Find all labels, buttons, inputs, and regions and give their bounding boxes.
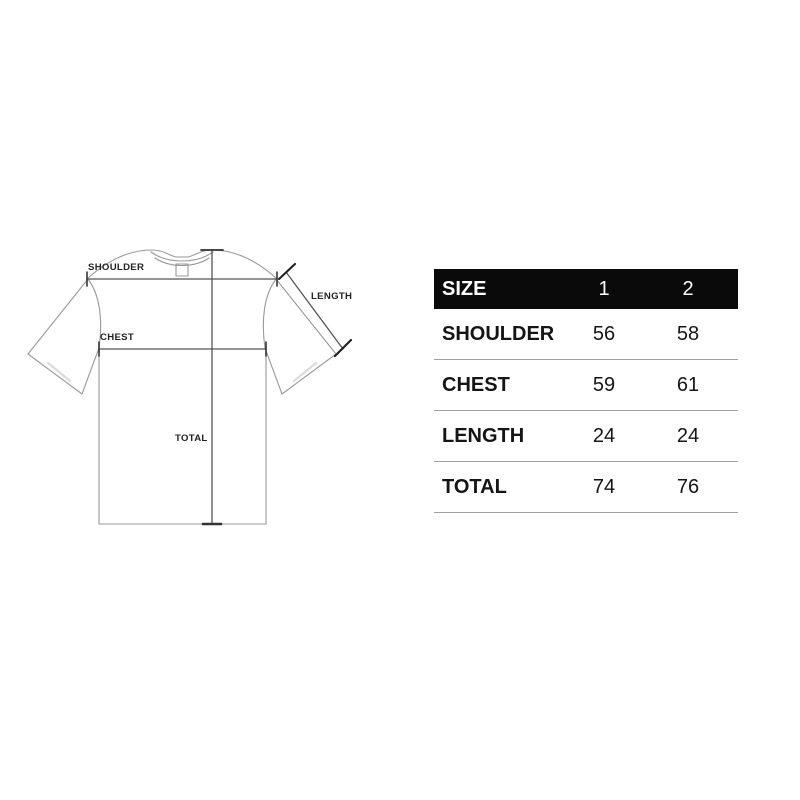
svg-text:SHOULDER: SHOULDER [88, 262, 144, 273]
svg-text:LENGTH: LENGTH [311, 291, 352, 302]
svg-text:TOTAL: TOTAL [175, 433, 208, 444]
svg-text:CHEST: CHEST [100, 332, 134, 343]
